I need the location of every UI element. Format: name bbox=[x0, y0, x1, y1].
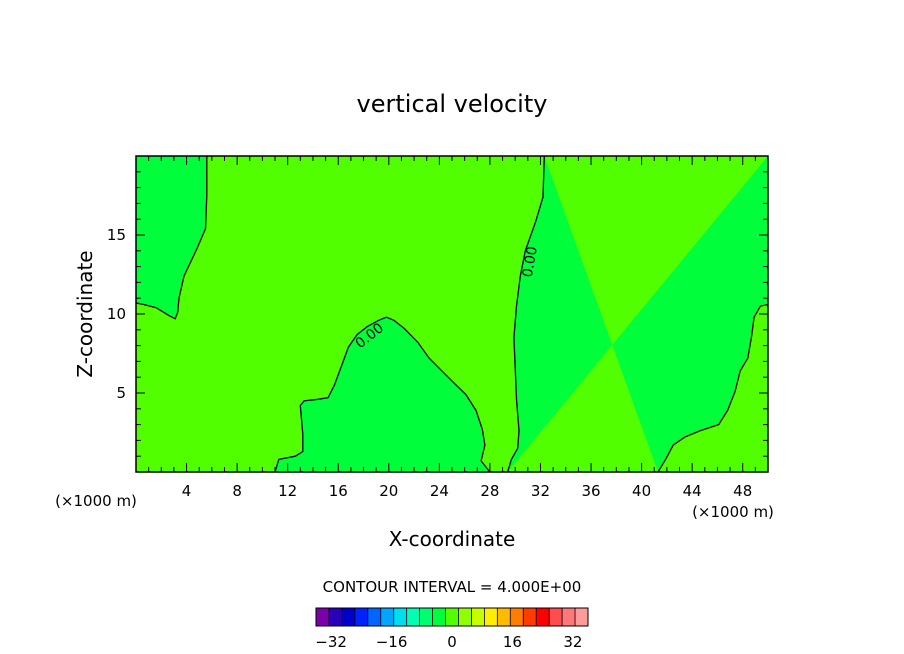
y-tick-label: 15 bbox=[107, 226, 126, 244]
negative-region bbox=[275, 317, 490, 472]
colorbar-swatch bbox=[432, 608, 446, 626]
colorbar-tick-label: 16 bbox=[503, 633, 522, 651]
x-tick-label: 32 bbox=[531, 482, 550, 500]
colorbar-swatch bbox=[419, 608, 433, 626]
x-tick-label: 28 bbox=[480, 482, 499, 500]
colorbar-swatch bbox=[393, 608, 407, 626]
colorbar-swatch bbox=[536, 608, 550, 626]
colorbar-swatch bbox=[510, 608, 524, 626]
chart-title: vertical velocity bbox=[357, 90, 548, 118]
zero-contour-line bbox=[506, 156, 545, 472]
zero-contour-line bbox=[136, 156, 208, 320]
colorbar: −32 −16 0 16 32 bbox=[315, 607, 589, 651]
y-tick-label: 5 bbox=[116, 384, 126, 402]
colorbar-swatch bbox=[562, 608, 576, 626]
x-tick-label: 24 bbox=[430, 482, 449, 500]
negative-region bbox=[136, 156, 207, 319]
x-units-left: (×1000 m) bbox=[55, 492, 137, 510]
colorbar-swatch bbox=[497, 608, 511, 626]
x-tick-label: 36 bbox=[581, 482, 600, 500]
negative-region bbox=[507, 156, 768, 472]
y-axis-label: Z-coordinate bbox=[73, 250, 97, 377]
x-units-right: (×1000 m) bbox=[692, 503, 774, 521]
x-tick-label: 16 bbox=[329, 482, 348, 500]
contour-interval-text: CONTOUR INTERVAL = 4.000E+00 bbox=[323, 578, 582, 596]
colorbar-swatch bbox=[549, 608, 563, 626]
colorbar-swatch bbox=[523, 608, 537, 626]
colorbar-tick-label: 32 bbox=[563, 633, 582, 651]
zero-contour-line bbox=[274, 316, 491, 472]
colorbar-swatch bbox=[354, 608, 369, 626]
colorbar-tick-label: −16 bbox=[376, 633, 408, 651]
contour-label: 0.00 bbox=[520, 245, 541, 278]
colorbar-swatch bbox=[484, 608, 498, 626]
x-tick-label: 12 bbox=[278, 482, 297, 500]
x-tick-label: 40 bbox=[632, 482, 651, 500]
zero-contour-line bbox=[657, 303, 768, 472]
colorbar-swatch bbox=[575, 608, 589, 626]
x-axis-label: X-coordinate bbox=[389, 527, 516, 551]
colorbar-swatch bbox=[458, 608, 472, 626]
colorbar-swatch bbox=[445, 608, 459, 626]
colorbar-tick-label: 0 bbox=[447, 633, 457, 651]
x-tick-label: 4 bbox=[182, 482, 192, 500]
x-tick-label: 44 bbox=[683, 482, 702, 500]
colorbar-swatch bbox=[328, 608, 343, 626]
y-tick-label: 10 bbox=[107, 305, 126, 323]
colorbar-swatch bbox=[341, 608, 356, 626]
x-tick-label: 48 bbox=[733, 482, 752, 500]
colorbar-swatch bbox=[367, 608, 382, 626]
colorbar-swatch bbox=[316, 608, 330, 626]
x-tick-label: 20 bbox=[379, 482, 398, 500]
colorbar-swatch bbox=[406, 608, 420, 626]
x-tick-label: 8 bbox=[232, 482, 242, 500]
colorbar-frame bbox=[315, 607, 589, 627]
colorbar-swatch bbox=[471, 608, 485, 626]
colorbar-tick-label: −32 bbox=[315, 633, 347, 651]
colorbar-swatch bbox=[380, 608, 395, 626]
